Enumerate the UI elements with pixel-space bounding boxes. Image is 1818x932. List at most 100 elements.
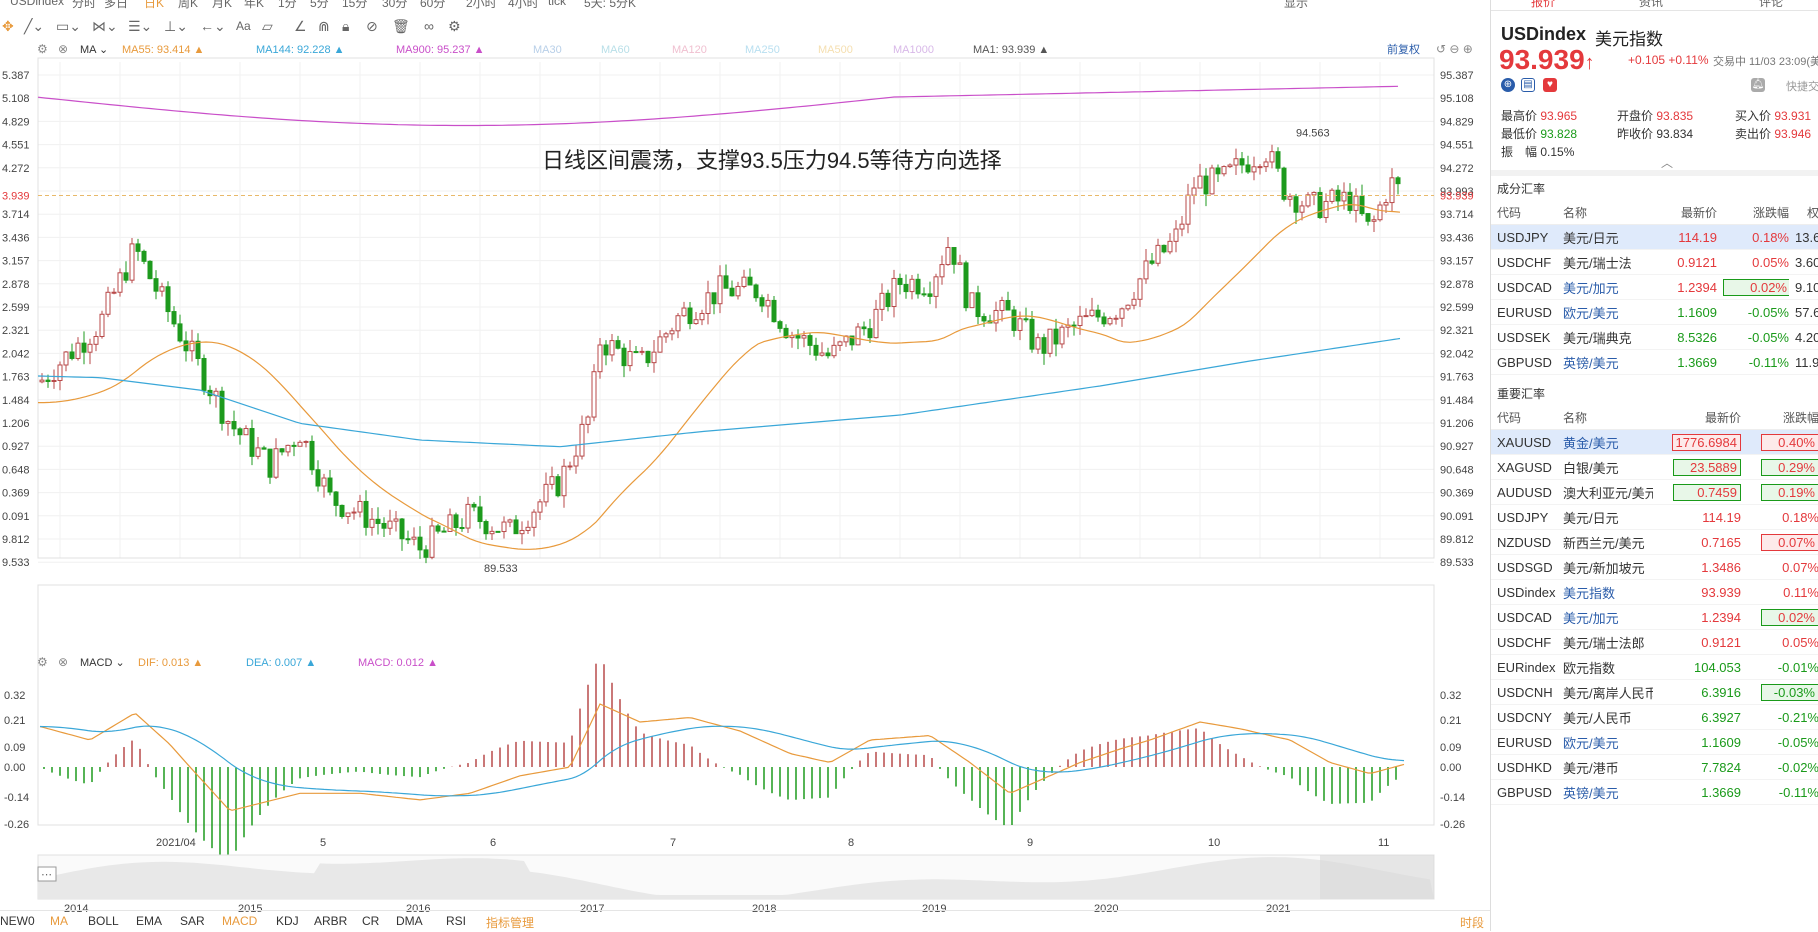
quick-trade-link[interactable]: 快捷交	[1786, 81, 1818, 93]
table-row[interactable]: USDJPY 美元/日元 114.19 0.18%	[1491, 504, 1818, 530]
row-name: 澳大利亚元/美元	[1557, 479, 1653, 505]
bell-icon[interactable]: 🔔︎	[1751, 78, 1765, 92]
indicator-tab-arbr[interactable]: ARBR	[314, 914, 348, 928]
candle-body	[675, 315, 681, 332]
kline-chart[interactable]: 5.387 95.387 5.108 95.108 4.829 94.829 4.551 94…	[0, 40, 1490, 920]
change-value: -0.11%	[1748, 354, 1789, 370]
row-price: 1.3669	[1653, 349, 1717, 375]
indicator-tab-ema[interactable]: EMA	[136, 914, 163, 928]
nav-tab-0[interactable]: USDindex	[10, 0, 65, 8]
nav-tab-7[interactable]: 1分	[278, 0, 297, 10]
nav-tab-13[interactable]: 4小时	[508, 0, 539, 10]
magnet-icon[interactable]: ⋒	[318, 18, 330, 34]
table-row[interactable]: USDCAD 美元/加元 1.2394 0.02% 9.10	[1491, 274, 1818, 300]
nav-tab-11[interactable]: 60分	[420, 0, 446, 10]
row-price: 114.19	[1653, 504, 1741, 530]
price-tick-left: 2.878	[2, 279, 30, 291]
table-row[interactable]: USDindex 美元指数 93.939 0.11%	[1491, 579, 1818, 605]
indicator-tab-rsi[interactable]: RSI	[446, 914, 467, 928]
indicator-tab-cr[interactable]: CR	[362, 914, 380, 928]
candle-body	[39, 379, 45, 383]
table-row[interactable]: XAGUSD 白银/美元 23.5889 0.29%	[1491, 454, 1818, 480]
table-row[interactable]: USDCHF 美元/瑞士法郎 0.9121 0.05%	[1491, 629, 1818, 655]
table-row[interactable]: GBPUSD 英镑/美元 1.3669 -0.11%	[1491, 779, 1818, 805]
nav-tab-5[interactable]: 月K	[212, 0, 233, 10]
row-code: USDHKD	[1491, 754, 1557, 780]
doc-icon[interactable]: ▤	[1521, 78, 1535, 92]
row-change: -0.03%	[1741, 679, 1818, 705]
candle-body	[729, 287, 735, 297]
delete-icon[interactable]: 🗑︎	[392, 18, 410, 34]
up-arrow-icon: ↑	[1584, 52, 1595, 74]
indicator-tab-new0[interactable]: NEW0	[0, 914, 35, 928]
nav-tab-9[interactable]: 15分	[342, 0, 368, 10]
panel-tab-2[interactable]: 评论	[1759, 0, 1784, 9]
indicator-tab-sar[interactable]: SAR	[180, 914, 205, 928]
row-change: 0.05%	[1741, 629, 1818, 655]
nav-tab-16[interactable]: 显示	[1284, 0, 1309, 10]
table-row[interactable]: USDSEK 美元/瑞典克 8.5326 -0.05% 4.20	[1491, 324, 1818, 350]
indicator-tab-dma[interactable]: DMA	[396, 914, 423, 928]
hide-icon[interactable]: ⊘	[366, 18, 378, 34]
link-icon[interactable]: ∞	[424, 18, 434, 34]
candle-body	[1077, 315, 1083, 327]
row-code: AUDUSD	[1491, 479, 1557, 505]
indicator-tab-macd[interactable]: MACD	[222, 914, 258, 928]
collapse-icon[interactable]: ︿	[1661, 156, 1674, 170]
indicator-tab-boll[interactable]: BOLL	[88, 914, 119, 928]
crosshair-icon[interactable]: ✥	[2, 18, 14, 34]
fib-tool-icon[interactable]: ☰⌄	[128, 18, 153, 34]
table-row[interactable]: XAUUSD 黄金/美元 1776.6984 0.40%	[1491, 429, 1818, 455]
nav-tab-3[interactable]: 日K	[144, 0, 165, 10]
panel-tab-0[interactable]: 报价	[1531, 0, 1556, 9]
table-row[interactable]: NZDUSD 新西兰元/美元 0.7165 0.07%	[1491, 529, 1818, 555]
line-tool-icon[interactable]: ╱⌄	[24, 18, 45, 34]
table-row[interactable]: EURUSD 欧元/美元 1.1609 -0.05%	[1491, 729, 1818, 755]
nav-tab-4[interactable]: 周K	[178, 0, 199, 10]
candle-body	[765, 299, 771, 307]
nav-tab-8[interactable]: 5分	[310, 0, 329, 10]
table-row[interactable]: USDCHF 美元/瑞士法 0.9121 0.05% 3.60	[1491, 249, 1818, 275]
table-row[interactable]: USDHKD 美元/港币 7.7824 -0.02%	[1491, 754, 1818, 780]
macd-tick-right: 0.21	[1440, 715, 1461, 727]
macd-tick-left: 0.21	[4, 715, 25, 727]
panel-tab-1[interactable]: 资讯	[1639, 0, 1664, 9]
nav-tab-6[interactable]: 年K	[244, 0, 265, 10]
indicator-tab-ma[interactable]: MA	[50, 914, 68, 928]
globe-icon[interactable]: ⊕	[1501, 78, 1515, 92]
measure-tool-icon[interactable]: ⊥⌄	[164, 18, 188, 34]
comment-tool-icon[interactable]: ▱	[262, 18, 273, 34]
indicator-tab-kdj[interactable]: KDJ	[276, 914, 299, 928]
candle-body	[615, 340, 621, 349]
table-row[interactable]: EURindex 欧元指数 104.053 -0.01%	[1491, 654, 1818, 680]
favorite-icon[interactable]: ♥	[1543, 78, 1557, 92]
price-tick-right: 91.206	[1440, 418, 1474, 430]
nav-tab-2[interactable]: 多日	[104, 0, 129, 10]
table-row[interactable]: USDSGD 美元/新加坡元 1.3486 0.07%	[1491, 554, 1818, 580]
nav-tab-14[interactable]: tick	[548, 0, 566, 8]
table-row[interactable]: USDCNH 美元/离岸人民币 6.3916 -0.03%	[1491, 679, 1818, 705]
rect-tool-icon[interactable]: ▭⌄	[56, 18, 81, 34]
settings-icon[interactable]: ⚙	[448, 18, 461, 34]
candle-body	[747, 276, 753, 286]
candle-body	[1167, 240, 1173, 253]
time-range-button[interactable]: 时段	[1460, 916, 1485, 930]
fork-tool-icon[interactable]: ⋈⌄	[92, 18, 118, 34]
nav-tab-10[interactable]: 30分	[382, 0, 408, 10]
table-row[interactable]: USDCNY 美元/人民币 6.3927 -0.21%	[1491, 704, 1818, 730]
text-tool-icon[interactable]: Aa	[236, 19, 251, 33]
indicator-tab-指标管理[interactable]: 指标管理	[486, 916, 535, 930]
ruler-icon[interactable]: ∠	[294, 18, 307, 34]
nav-tab-12[interactable]: 2小时	[466, 0, 497, 10]
nav-tab-1[interactable]: 分时	[72, 0, 97, 10]
price-tick-right: 91.484	[1440, 395, 1474, 407]
table-row[interactable]: AUDUSD 澳大利亚元/美元 0.7459 0.19%	[1491, 479, 1818, 505]
nav-tab-15[interactable]: 5天: 5分K	[584, 0, 637, 10]
table-row[interactable]: USDCAD 美元/加元 1.2394 0.02%	[1491, 604, 1818, 630]
lock-icon[interactable]: 🔒︎	[342, 18, 350, 34]
arrow-tool-icon[interactable]: ←⌄	[200, 18, 226, 34]
